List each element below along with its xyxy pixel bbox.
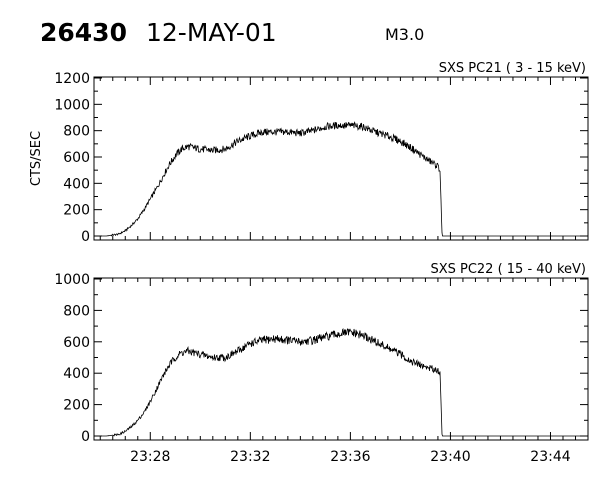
x-tick-label: 23:32 bbox=[230, 449, 270, 465]
y-tick-label: 600 bbox=[63, 150, 90, 166]
event-id: 26430 bbox=[40, 18, 127, 47]
data-line-2 bbox=[94, 327, 588, 437]
y-tick-label: 1000 bbox=[54, 97, 90, 113]
x-tick-label: 23:28 bbox=[130, 449, 170, 465]
y-tick-label: 400 bbox=[63, 366, 90, 382]
x-tick-label: 23:44 bbox=[530, 449, 570, 465]
y-tick-label: 200 bbox=[63, 398, 90, 414]
y-tick-label: 0 bbox=[81, 429, 90, 445]
y-axis-label-1: CTS/SEC bbox=[29, 131, 44, 186]
x-tick-label: 23:36 bbox=[330, 449, 370, 465]
chart-title-1: SXS PC21 ( 3 - 15 keV) bbox=[439, 61, 586, 76]
chart-title-2: SXS PC22 ( 15 - 40 keV) bbox=[430, 262, 586, 277]
y-tick-label: 800 bbox=[63, 124, 90, 140]
plot-frame-1 bbox=[93, 76, 589, 241]
y-tick-label: 400 bbox=[63, 176, 90, 192]
x-tick-label: 23:40 bbox=[430, 449, 470, 465]
y-tick-label: 0 bbox=[81, 229, 90, 245]
y-tick-label: 600 bbox=[63, 335, 90, 351]
event-date: 12-MAY-01 bbox=[146, 18, 277, 47]
data-line-1 bbox=[94, 121, 588, 237]
y-tick-label: 1200 bbox=[54, 71, 90, 87]
plot-frame-2 bbox=[93, 277, 589, 441]
flare-class: M3.0 bbox=[385, 25, 424, 44]
y-tick-label: 1000 bbox=[54, 272, 90, 288]
y-tick-label: 200 bbox=[63, 203, 90, 219]
y-tick-label: 800 bbox=[63, 303, 90, 319]
